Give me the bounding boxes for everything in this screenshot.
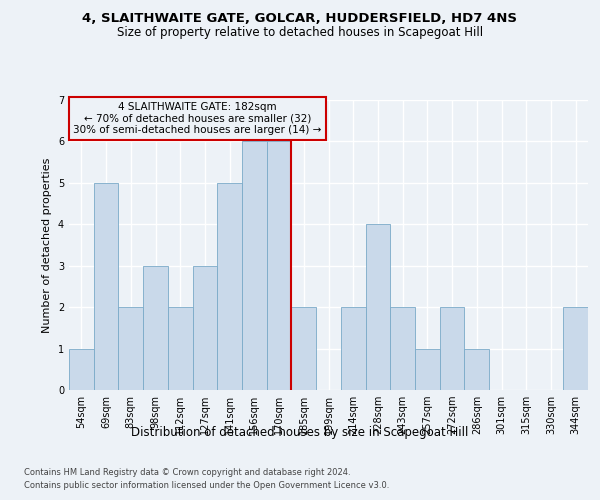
Bar	[390, 307, 415, 390]
Bar	[464, 348, 489, 390]
Y-axis label: Number of detached properties: Number of detached properties	[43, 158, 52, 332]
Bar	[94, 183, 118, 390]
Bar	[217, 183, 242, 390]
Text: Size of property relative to detached houses in Scapegoat Hill: Size of property relative to detached ho…	[117, 26, 483, 39]
Text: 4, SLAITHWAITE GATE, GOLCAR, HUDDERSFIELD, HD7 4NS: 4, SLAITHWAITE GATE, GOLCAR, HUDDERSFIEL…	[83, 12, 517, 26]
Text: 4 SLAITHWAITE GATE: 182sqm
← 70% of detached houses are smaller (32)
30% of semi: 4 SLAITHWAITE GATE: 182sqm ← 70% of deta…	[73, 102, 322, 135]
Bar	[168, 307, 193, 390]
Bar	[341, 307, 365, 390]
Bar	[118, 307, 143, 390]
Bar	[365, 224, 390, 390]
Text: Contains HM Land Registry data © Crown copyright and database right 2024.: Contains HM Land Registry data © Crown c…	[24, 468, 350, 477]
Bar	[440, 307, 464, 390]
Text: Contains public sector information licensed under the Open Government Licence v3: Contains public sector information licen…	[24, 482, 389, 490]
Bar	[69, 348, 94, 390]
Bar	[143, 266, 168, 390]
Bar	[193, 266, 217, 390]
Bar	[563, 307, 588, 390]
Text: Distribution of detached houses by size in Scapegoat Hill: Distribution of detached houses by size …	[131, 426, 469, 439]
Bar	[415, 348, 440, 390]
Bar	[267, 142, 292, 390]
Bar	[242, 142, 267, 390]
Bar	[292, 307, 316, 390]
